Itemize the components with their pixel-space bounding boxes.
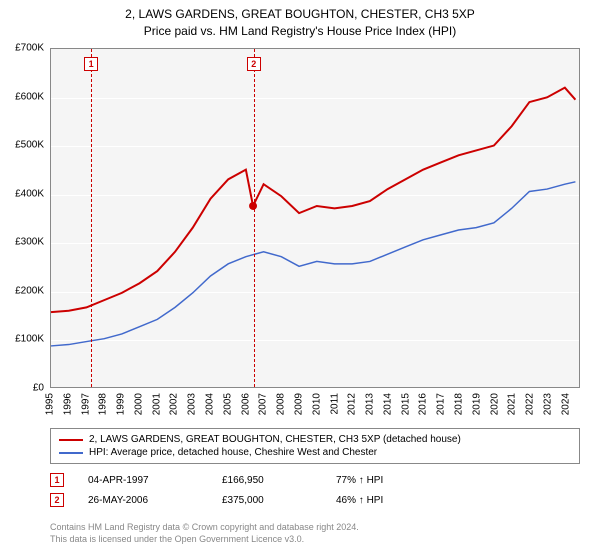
sale-date: 26-MAY-2006 (88, 495, 198, 506)
x-tick-label: 2007 (258, 393, 269, 415)
sale-price: £375,000 (222, 495, 312, 506)
y-axis: £0£100K£200K£300K£400K£500K£600K£700K (0, 48, 48, 388)
sale-marker-line (91, 49, 92, 387)
title-block: 2, LAWS GARDENS, GREAT BOUGHTON, CHESTER… (0, 0, 600, 40)
plot-svg (51, 49, 579, 387)
legend-label: HPI: Average price, detached house, Ches… (89, 447, 377, 458)
x-tick-label: 2015 (400, 393, 411, 415)
x-tick-label: 2024 (560, 393, 571, 415)
y-tick-label: £400K (0, 188, 44, 199)
legend-row: 2, LAWS GARDENS, GREAT BOUGHTON, CHESTER… (59, 433, 571, 446)
y-tick-label: £0 (0, 383, 44, 394)
x-tick-label: 2016 (418, 393, 429, 415)
x-tick-label: 2023 (542, 393, 553, 415)
x-tick-label: 2019 (471, 393, 482, 415)
x-tick-label: 1995 (45, 393, 56, 415)
sale-price: £166,950 (222, 475, 312, 486)
sales-table: 1 04-APR-1997 £166,950 77% ↑ HPI 2 26-MAY-200… (50, 470, 580, 510)
sale-marker-box: 1 (84, 57, 98, 71)
x-tick-label: 2018 (454, 393, 465, 415)
x-tick-label: 2010 (311, 393, 322, 415)
x-tick-label: 2003 (187, 393, 198, 415)
x-tick-label: 2017 (436, 393, 447, 415)
x-tick-label: 1998 (98, 393, 109, 415)
footer-line2: This data is licensed under the Open Gov… (50, 534, 580, 546)
x-tick-label: 2012 (347, 393, 358, 415)
y-tick-label: £600K (0, 91, 44, 102)
x-tick-label: 2002 (169, 393, 180, 415)
legend: 2, LAWS GARDENS, GREAT BOUGHTON, CHESTER… (50, 428, 580, 464)
chart-container: 2, LAWS GARDENS, GREAT BOUGHTON, CHESTER… (0, 0, 600, 560)
x-tick-label: 1999 (116, 393, 127, 415)
sale-row-marker: 2 (50, 493, 64, 507)
sale-row-marker: 1 (50, 473, 64, 487)
x-tick-label: 1996 (62, 393, 73, 415)
x-tick-label: 2022 (525, 393, 536, 415)
x-tick-label: 2011 (329, 393, 340, 415)
sale-marker-box: 2 (247, 57, 261, 71)
y-tick-label: £200K (0, 285, 44, 296)
x-axis: 1995199619971998199920002001200220032004… (50, 390, 580, 430)
x-tick-label: 2000 (133, 393, 144, 415)
x-tick-label: 2021 (507, 393, 518, 415)
sale-pct: 46% ↑ HPI (336, 495, 383, 506)
y-tick-label: £300K (0, 237, 44, 248)
title-line1: 2, LAWS GARDENS, GREAT BOUGHTON, CHESTER… (0, 6, 600, 23)
y-tick-label: £100K (0, 334, 44, 345)
footer-line1: Contains HM Land Registry data © Crown c… (50, 522, 580, 534)
y-tick-label: £500K (0, 140, 44, 151)
x-tick-label: 1997 (80, 393, 91, 415)
legend-label: 2, LAWS GARDENS, GREAT BOUGHTON, CHESTER… (89, 434, 461, 445)
series-property (51, 88, 575, 312)
y-tick-label: £700K (0, 43, 44, 54)
sale-row: 2 26-MAY-2006 £375,000 46% ↑ HPI (50, 490, 580, 510)
x-tick-label: 2006 (240, 393, 251, 415)
sale-pct: 77% ↑ HPI (336, 475, 383, 486)
x-tick-label: 2004 (205, 393, 216, 415)
x-tick-label: 2005 (222, 393, 233, 415)
x-tick-label: 2020 (489, 393, 500, 415)
footer: Contains HM Land Registry data © Crown c… (50, 522, 580, 545)
legend-swatch (59, 452, 83, 454)
legend-swatch (59, 439, 83, 441)
sale-row: 1 04-APR-1997 £166,950 77% ↑ HPI (50, 470, 580, 490)
legend-row: HPI: Average price, detached house, Ches… (59, 446, 571, 459)
plot-area: 12 (50, 48, 580, 388)
x-tick-label: 2001 (151, 393, 162, 415)
title-line2: Price paid vs. HM Land Registry's House … (0, 23, 600, 40)
sale-marker-line (254, 49, 255, 387)
x-tick-label: 2009 (293, 393, 304, 415)
x-tick-label: 2013 (365, 393, 376, 415)
sale-date: 04-APR-1997 (88, 475, 198, 486)
x-tick-label: 2008 (276, 393, 287, 415)
x-tick-label: 2014 (382, 393, 393, 415)
